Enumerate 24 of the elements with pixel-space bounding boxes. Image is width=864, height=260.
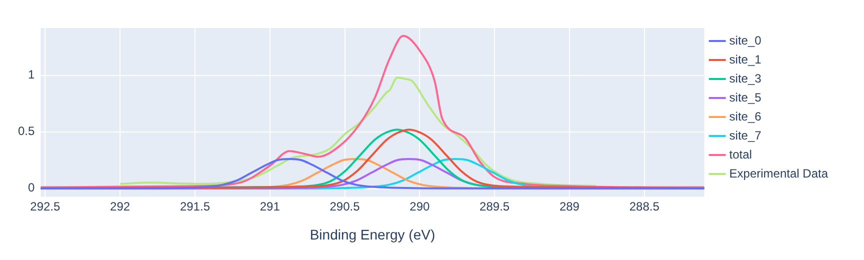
legend-label: site_5: [729, 90, 762, 104]
x-tick-label: 291.5: [180, 199, 210, 214]
line-series: [40, 158, 704, 190]
legend-label: site_7: [729, 128, 762, 142]
legend-label: site_6: [729, 109, 762, 124]
y-tick-label: 1: [28, 68, 35, 82]
legend-label: site_1: [729, 52, 762, 66]
x-tick-label: 291: [260, 199, 280, 214]
legend-label: site_3: [729, 71, 762, 86]
legend-label: site_0: [729, 33, 762, 48]
x-tick-label: 289.5: [480, 199, 510, 214]
x-tick-label: 290.5: [330, 199, 360, 214]
x-axis-title: Binding Energy (eV): [310, 226, 436, 242]
x-tick-label: 292.5: [30, 199, 61, 214]
y-tick-label: 0.5: [18, 124, 35, 138]
line-series: [119, 76, 598, 188]
x-tick-label: 290: [410, 199, 430, 214]
line-series: [40, 34, 704, 188]
legend-label: total: [729, 147, 752, 162]
x-tick-label: 288.5: [629, 199, 660, 214]
y-tick-label: 0: [28, 180, 35, 195]
legend-label: Experimental Data: [729, 166, 828, 180]
x-tick-label: 292: [110, 199, 130, 214]
x-tick-label: 289: [559, 199, 580, 214]
